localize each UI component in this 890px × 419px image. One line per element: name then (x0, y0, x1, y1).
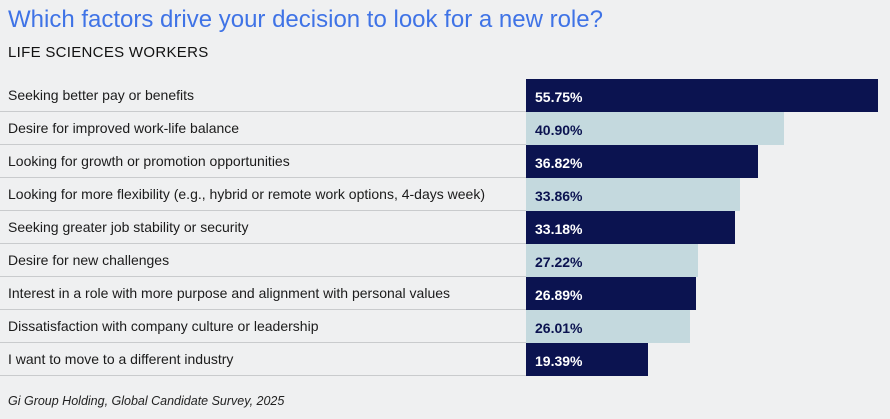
bar (526, 145, 759, 178)
bar-value-label: 19.39% (535, 353, 583, 369)
row-divider (0, 342, 526, 343)
category-label: Interest in a role with more purpose and… (8, 285, 451, 301)
category-label: Seeking better pay or benefits (8, 87, 195, 103)
bar (526, 112, 785, 145)
category-label: Dissatisfaction with company culture or … (8, 318, 319, 334)
row-divider (0, 309, 526, 310)
bar-row: Seeking better pay or benefits 55.75% (0, 79, 890, 112)
row-divider (0, 144, 526, 145)
bar (526, 178, 740, 211)
bar-value-label: 26.01% (535, 320, 583, 336)
category-label: Seeking greater job stability or securit… (8, 219, 249, 235)
bar (526, 79, 878, 112)
bar-value-label: 33.18% (535, 221, 583, 237)
row-divider (0, 375, 526, 376)
bar-row: Seeking greater job stability or securit… (0, 211, 890, 244)
bar-value-label: 55.75% (535, 89, 583, 105)
bar (526, 343, 649, 376)
bar-chart: Seeking better pay or benefits 55.75% Desi… (0, 79, 890, 379)
bar (526, 310, 691, 343)
bar-value-label: 36.82% (535, 155, 583, 171)
bar-row: I want to move to a different industry 19… (0, 343, 890, 376)
row-divider (0, 243, 526, 244)
bar-row: Interest in a role with more purpose and… (0, 277, 890, 310)
row-divider (0, 177, 526, 178)
source-note: Gi Group Holding, Global Candidate Surve… (8, 394, 285, 408)
bar-value-label: 33.86% (535, 188, 583, 204)
chart-subtitle: LIFE SCIENCES WORKERS (8, 44, 209, 61)
category-label: Looking for growth or promotion opportun… (8, 153, 290, 169)
bar (526, 211, 736, 244)
bar-value-label: 26.89% (535, 287, 583, 303)
bar-row: Looking for more flexibility (e.g., hybr… (0, 178, 890, 211)
category-label: Looking for more flexibility (e.g., hybr… (8, 186, 485, 202)
category-label: I want to move to a different industry (8, 351, 234, 367)
bar-row: Desire for improved work-life balance 40.… (0, 112, 890, 145)
bar (526, 277, 696, 310)
row-divider (0, 276, 526, 277)
category-label: Desire for new challenges (8, 252, 170, 268)
bar-row: Dissatisfaction with company culture or … (0, 310, 890, 343)
bar (526, 244, 698, 277)
bar-row: Looking for growth or promotion opportun… (0, 145, 890, 178)
category-label: Desire for improved work-life balance (8, 120, 240, 136)
row-divider (0, 111, 526, 112)
bar-value-label: 40.90% (535, 122, 583, 138)
row-divider (0, 210, 526, 211)
bar-row: Desire for new challenges 27.22% (0, 244, 890, 277)
bar-value-label: 27.22% (535, 254, 583, 270)
chart-title: Which factors drive your decision to loo… (8, 6, 603, 33)
